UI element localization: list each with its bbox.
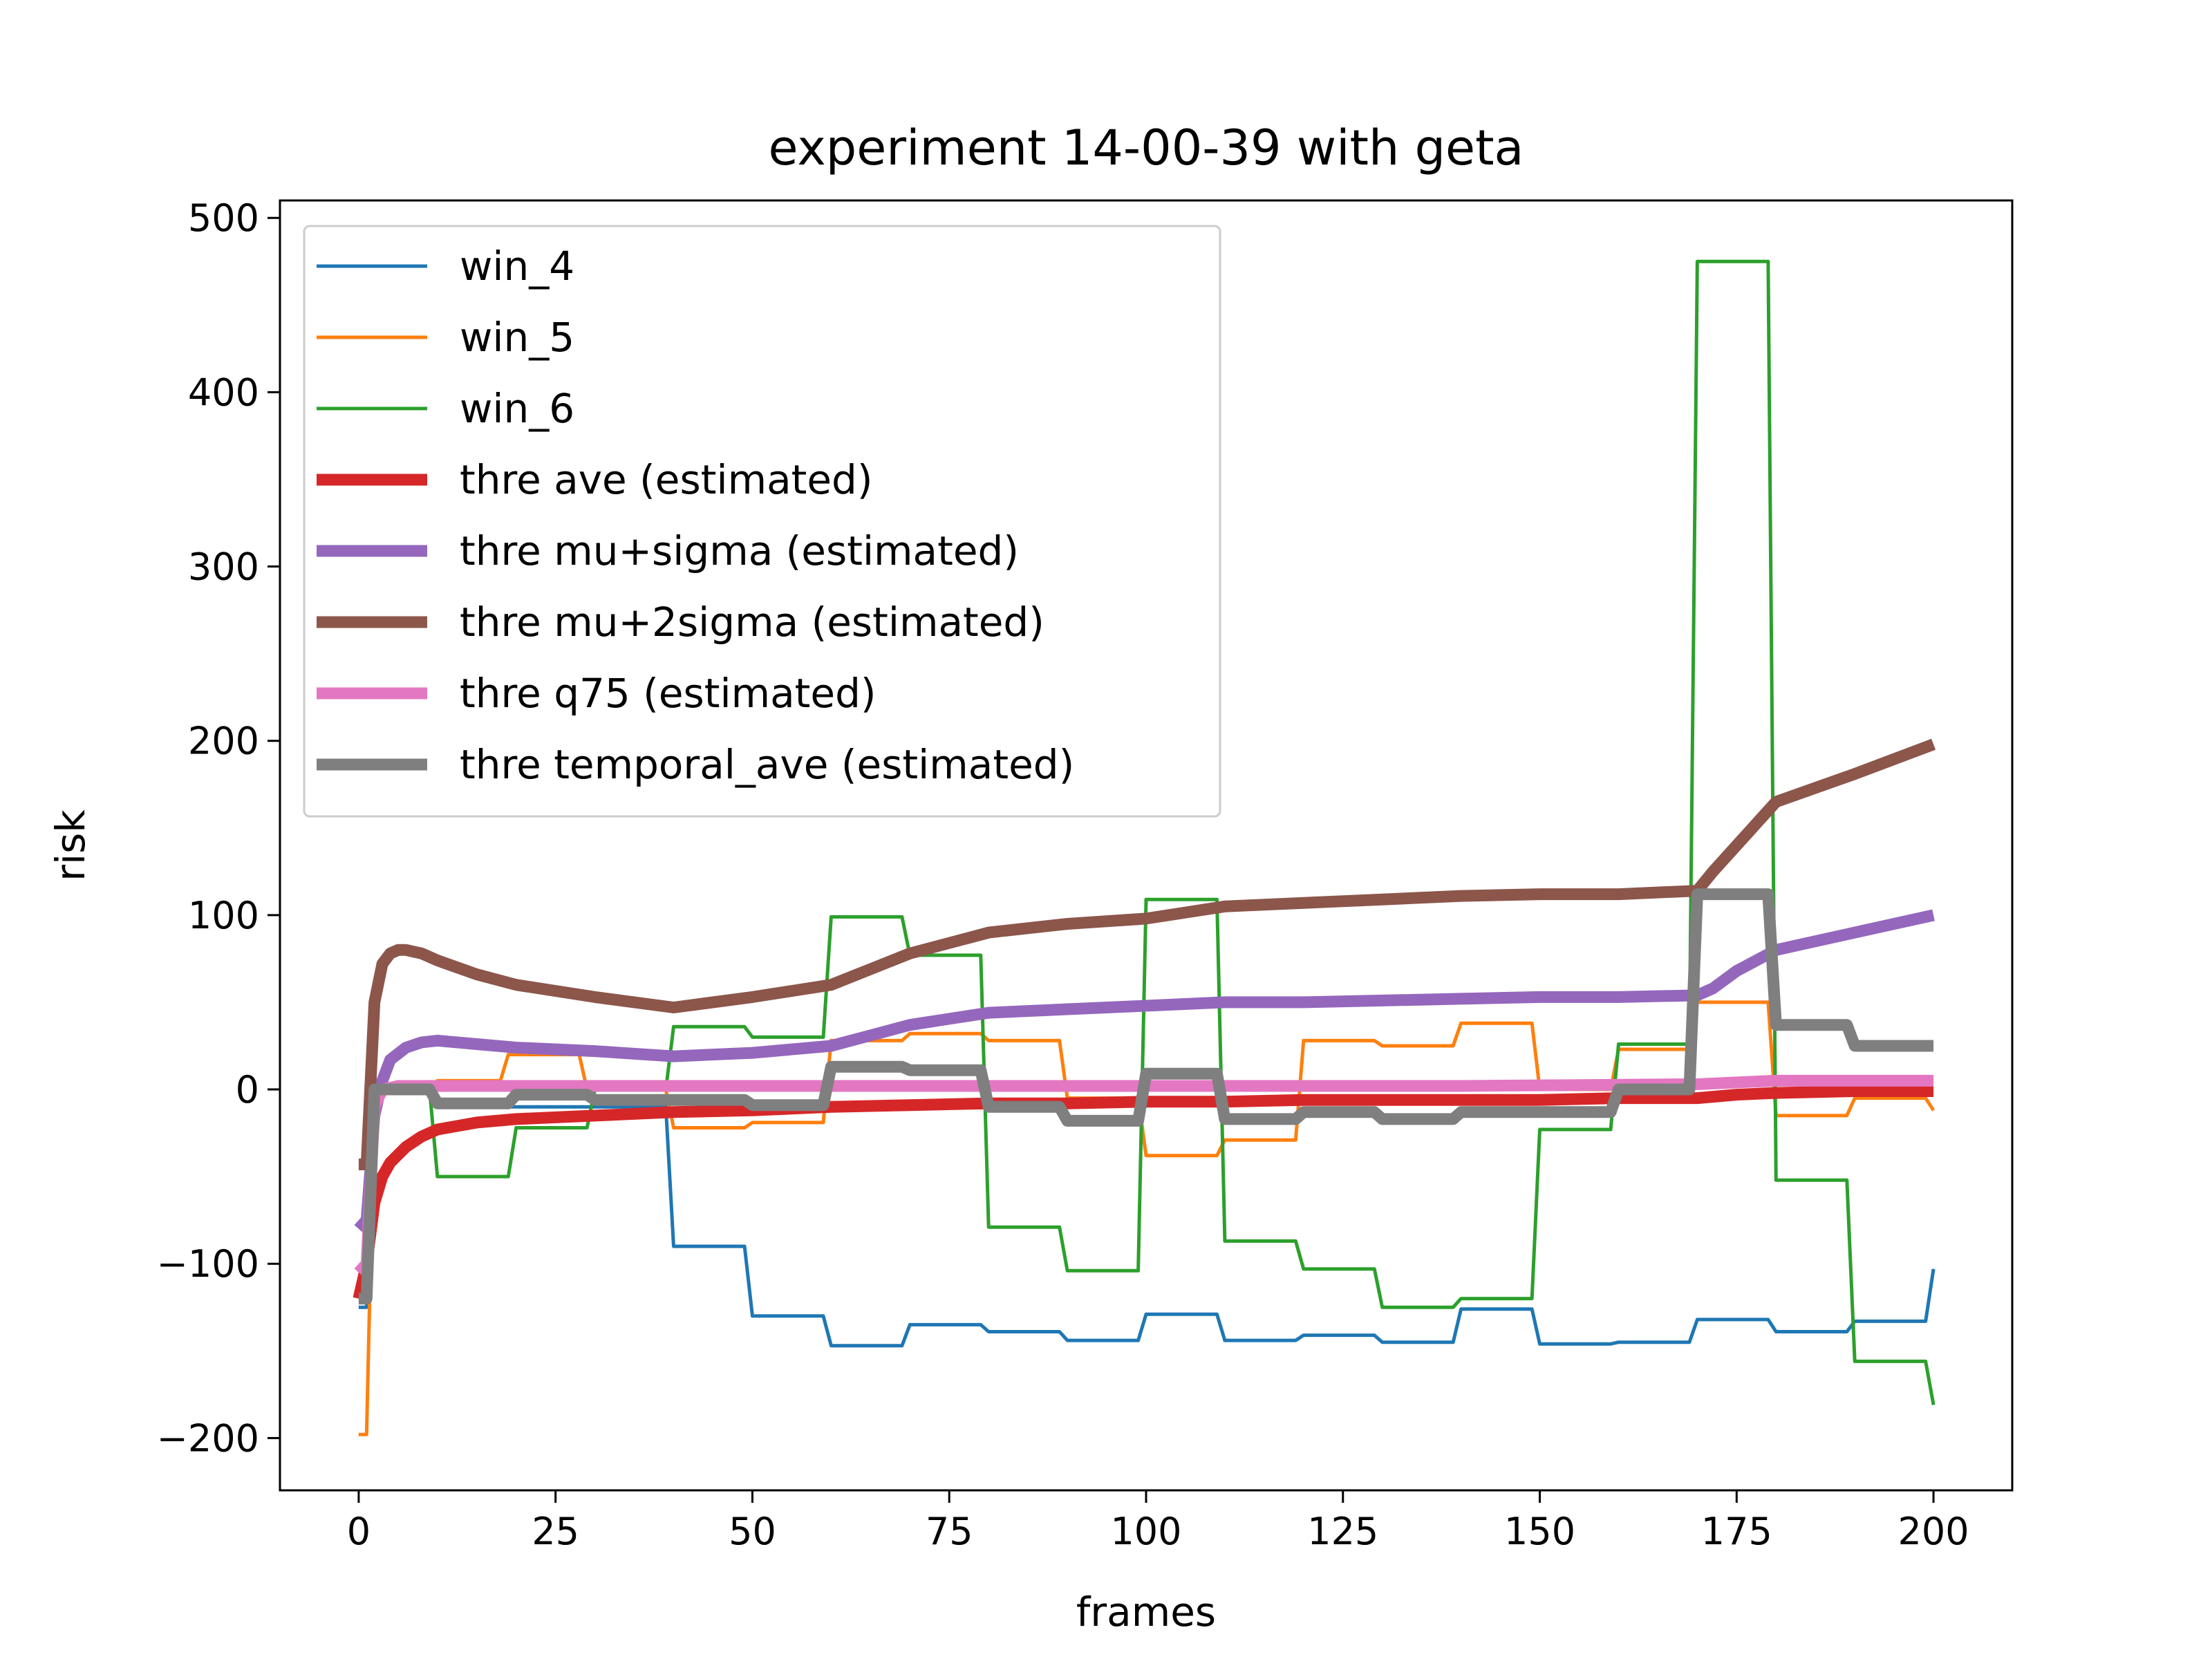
x-tick-label: 50 bbox=[729, 1510, 776, 1553]
chart-title: experiment 14-00-39 with geta bbox=[769, 120, 1524, 176]
y-tick-label: 100 bbox=[188, 894, 259, 937]
y-tick-label: 0 bbox=[236, 1068, 259, 1112]
y-axis: −200 −100 0 100 200 300 400 500 bbox=[157, 196, 280, 1460]
y-tick-label: −200 bbox=[157, 1416, 259, 1460]
legend-label-thre-q75-estimated: thre q75 (estimated) bbox=[460, 670, 877, 717]
legend-label-thre-ave-estimated: thre ave (estimated) bbox=[460, 456, 872, 503]
series-line-thre-temporal-ave-estimated bbox=[358, 888, 1934, 1305]
x-tick-label: 25 bbox=[532, 1510, 579, 1553]
x-axis-label: frames bbox=[1076, 1588, 1216, 1635]
x-axis: 0 25 50 75 100 125 150 175 200 bbox=[347, 1490, 1969, 1553]
series-line-thre-ave-estimated bbox=[353, 1085, 1934, 1300]
legend-label-win-6: win_6 bbox=[460, 385, 574, 432]
x-tick-label: 150 bbox=[1504, 1510, 1575, 1553]
y-axis-label: risk bbox=[47, 809, 94, 881]
series-line-win-4 bbox=[358, 1087, 1936, 1348]
y-tick-label: 300 bbox=[188, 545, 259, 589]
y-tick-label: 400 bbox=[188, 371, 259, 414]
legend-label-thre-temporal-ave-estimated: thre temporal_ave (estimated) bbox=[460, 741, 1074, 788]
series-layer bbox=[353, 259, 1936, 1436]
legend-label-thre-mu-2sigma-estimated: thre mu+2sigma (estimated) bbox=[460, 599, 1044, 646]
y-tick-label: 500 bbox=[188, 196, 259, 240]
legend-label-win-4: win_4 bbox=[460, 243, 574, 290]
legend-box bbox=[303, 225, 1221, 818]
x-tick-label: 100 bbox=[1110, 1510, 1181, 1553]
legend-label-thre-mu-sigma-estimated: thre mu+sigma (estimated) bbox=[460, 527, 1019, 574]
x-tick-label: 0 bbox=[347, 1510, 371, 1553]
x-tick-label: 125 bbox=[1307, 1510, 1378, 1553]
series-line-thre-mu-sigma-estimated bbox=[354, 909, 1935, 1233]
y-tick-label: −100 bbox=[157, 1242, 259, 1286]
x-tick-label: 75 bbox=[926, 1510, 973, 1553]
x-tick-label: 200 bbox=[1898, 1510, 1969, 1553]
y-tick-label: 200 bbox=[188, 720, 259, 763]
x-tick-label: 175 bbox=[1701, 1510, 1772, 1553]
legend-label-win-5: win_5 bbox=[460, 314, 574, 361]
